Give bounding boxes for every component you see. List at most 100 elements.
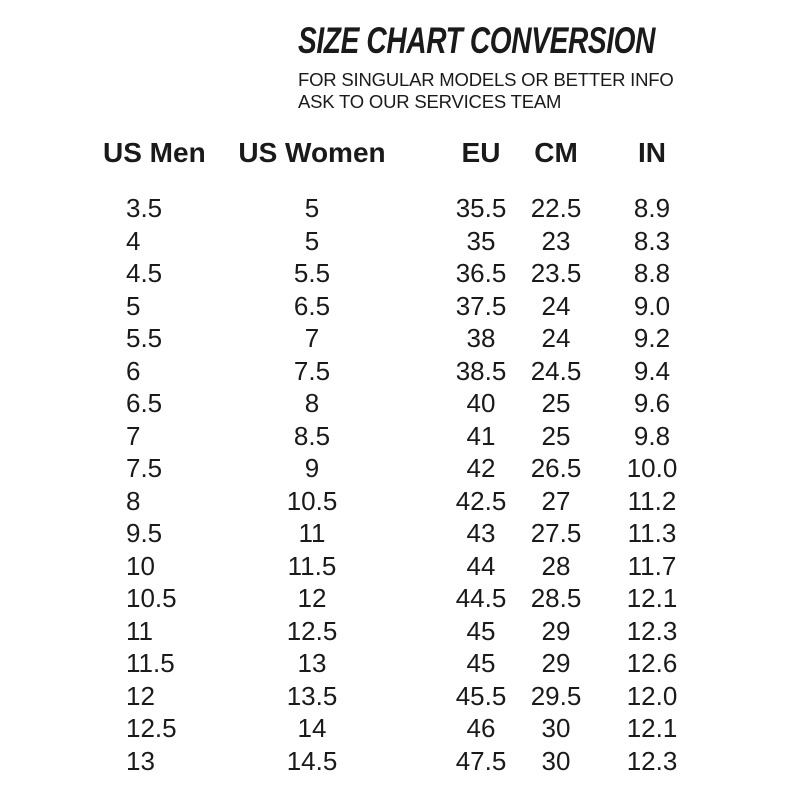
table-row: 9.5 11 43 27.5 11.3	[103, 517, 722, 550]
table-cell-us-women: 7.5	[293, 355, 331, 386]
table-row: 6.5 8 40 25 9.6	[103, 387, 722, 420]
table-cell-in: 12.1	[626, 583, 678, 613]
table-cell-in: 8.9	[633, 193, 671, 223]
table-cell-in: 12.3	[626, 745, 678, 776]
table-cell-eu: 35	[466, 225, 496, 256]
table-cell-us-men: 10.5	[126, 583, 177, 613]
table-cell-cm: 23	[541, 225, 571, 256]
table-cell-eu: 45.5	[455, 680, 507, 711]
column-header-in: IN	[638, 137, 666, 168]
table-cell-cm: 27.5	[530, 518, 582, 548]
table-cell-eu: 41	[466, 420, 496, 451]
table-cell-us-women: 8	[304, 388, 320, 418]
table-cell-cm: 29	[541, 615, 571, 646]
table-cell-cm: 29.5	[530, 680, 582, 711]
table-cell-us-women: 13	[297, 648, 327, 678]
table-cell-cm: 24	[541, 290, 571, 321]
table-cell-cm: 26.5	[530, 453, 582, 483]
table-row: 5.5 7 38 24 9.2	[103, 322, 722, 355]
table-cell-us-men: 7	[126, 420, 141, 451]
table-cell-in: 12.0	[626, 680, 678, 711]
size-conversion-table: US Men US Women EU CM IN 3.5 5 35.5 22.5 8.9…	[103, 136, 722, 777]
table-cell-in: 9.8	[633, 420, 671, 451]
table-cell-cm: 30	[541, 713, 571, 743]
table-row: 7.5 9 42 26.5 10.0	[103, 452, 722, 485]
table-row: 3.5 5 35.5 22.5 8.9	[103, 192, 722, 225]
table-row: 6 7.5 38.5 24.5 9.4	[103, 355, 722, 388]
table-cell-us-men: 4	[126, 225, 141, 256]
table-cell-us-women: 11	[298, 518, 326, 548]
table-cell-eu: 42	[466, 453, 496, 483]
table-cell-us-men: 4.5	[126, 258, 163, 288]
table-cell-eu: 45	[466, 648, 496, 678]
table-cell-us-men: 12.5	[126, 713, 177, 743]
table-cell-us-women: 12.5	[286, 615, 338, 646]
table-cell-us-men: 12	[126, 680, 155, 711]
table-row: 10 11.5 44 28 11.7	[103, 550, 722, 583]
table-row: 4 5 35 23 8.3	[103, 225, 722, 258]
table-header-row: US Men US Women EU CM IN	[103, 136, 722, 170]
table-row: 7 8.5 41 25 9.8	[103, 420, 722, 453]
table-cell-in: 9.2	[633, 323, 671, 353]
table-cell-in: 12.3	[626, 615, 678, 646]
table-cell-cm: 28	[541, 550, 571, 581]
table-cell-us-women: 5.5	[293, 258, 331, 288]
table-cell-us-men: 13	[126, 745, 155, 776]
table-cell-eu: 44.5	[455, 583, 507, 613]
table-row: 5 6.5 37.5 24 9.0	[103, 290, 722, 323]
table-row: 4.5 5.5 36.5 23.5 8.8	[103, 257, 722, 290]
table-cell-eu: 44	[466, 550, 496, 581]
table-cell-eu: 37.5	[455, 290, 507, 321]
table-cell-eu: 38	[466, 323, 496, 353]
table-cell-us-men: 7.5	[126, 453, 163, 483]
table-cell-us-men: 11	[126, 615, 153, 646]
table-cell-us-women: 5	[304, 193, 320, 223]
table-cell-eu: 36.5	[455, 258, 507, 288]
subtitle-line-1: FOR SINGULAR MODELS OR BETTER INFO	[298, 69, 674, 90]
table-cell-us-men: 9.5	[126, 518, 163, 548]
table-row: 12.5 14 46 30 12.1	[103, 712, 722, 745]
table-cell-us-men: 3.5	[126, 193, 163, 223]
table-cell-us-men: 10	[126, 550, 155, 581]
table-cell-eu: 43	[466, 518, 496, 548]
table-row: 8 10.5 42.5 27 11.2	[103, 485, 722, 518]
subtitle-line-2: ASK TO OUR SERVICES TEAM	[298, 91, 562, 112]
header: SIZE CHART CONVERSION FOR SINGULAR MODEL…	[298, 22, 768, 113]
table-cell-us-men: 6	[126, 355, 141, 386]
table-cell-us-men: 8	[126, 485, 141, 516]
table-cell-cm: 24	[541, 323, 571, 353]
table-cell-cm: 23.5	[530, 258, 582, 288]
page-title: SIZE CHART CONVERSION	[298, 20, 656, 61]
table-cell-us-women: 8.5	[293, 420, 331, 451]
table-cell-us-women: 7	[304, 323, 320, 353]
table-body: 3.5 5 35.5 22.5 8.9 4 5 35 23 8.3 4.5 5.5 36.5 23.5 8.…	[103, 192, 722, 777]
table-cell-us-men: 11.5	[126, 648, 175, 678]
table-cell-us-women: 10.5	[286, 485, 338, 516]
table-row: 12 13.5 45.5 29.5 12.0	[103, 680, 722, 713]
table-cell-in: 8.3	[633, 225, 671, 256]
table-cell-us-men: 5.5	[126, 323, 163, 353]
column-header-us-women: US Women	[238, 137, 386, 168]
table-cell-in: 9.0	[633, 290, 671, 321]
table-cell-eu: 45	[466, 615, 496, 646]
table-cell-eu: 47.5	[455, 745, 507, 776]
table-cell-in: 12.1	[626, 713, 678, 743]
table-cell-us-women: 9	[304, 453, 320, 483]
table-row: 11.5 13 45 29 12.6	[103, 647, 722, 680]
table-cell-us-women: 14.5	[286, 745, 338, 776]
column-header-cm: CM	[534, 137, 578, 168]
table-cell-in: 9.6	[633, 388, 671, 418]
table-cell-cm: 30	[541, 745, 571, 776]
table-cell-us-women: 13.5	[286, 680, 338, 711]
table-cell-eu: 46	[466, 713, 496, 743]
table-row: 10.5 12 44.5 28.5 12.1	[103, 582, 722, 615]
table-cell-cm: 22.5	[530, 193, 582, 223]
table-cell-us-women: 5	[304, 225, 320, 256]
table-cell-us-women: 11.5	[287, 550, 337, 581]
table-cell-us-men: 6.5	[126, 388, 163, 418]
column-header-eu: EU	[461, 137, 501, 168]
table-cell-in: 12.6	[626, 648, 678, 678]
table-cell-us-men: 5	[126, 290, 141, 321]
table-cell-in: 11.3	[627, 518, 677, 548]
table-cell-eu: 38.5	[455, 355, 507, 386]
